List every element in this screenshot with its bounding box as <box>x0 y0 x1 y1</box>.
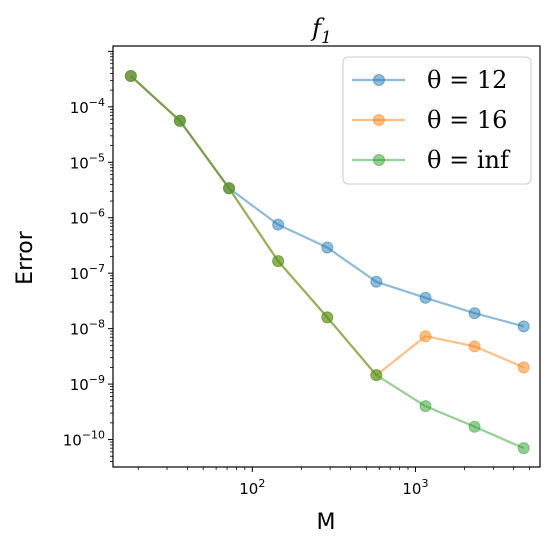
x-tick-label: 103 <box>402 477 428 498</box>
legend: θ = 12 θ = 16 θ = inf <box>342 56 532 185</box>
y-tick-label: 10−10 <box>63 429 105 450</box>
legend-label-3: θ = inf <box>427 146 511 174</box>
data-point <box>517 320 530 333</box>
data-point <box>124 69 137 82</box>
y-axis-label: Error <box>13 230 38 285</box>
chart-title: f1 <box>310 14 332 48</box>
data-point <box>419 330 432 343</box>
x-axis-label: M <box>317 510 336 535</box>
data-point <box>173 114 186 127</box>
data-point <box>321 241 334 254</box>
y-tick-label: 10−5 <box>70 151 105 172</box>
data-point <box>321 311 334 324</box>
data-point <box>223 182 236 195</box>
chart-title-subscript: 1 <box>321 28 332 48</box>
data-point <box>468 340 481 353</box>
y-tick-label: 10−8 <box>70 318 105 339</box>
data-point <box>517 361 530 374</box>
data-point <box>419 400 432 413</box>
data-point <box>517 442 530 455</box>
y-tick-label: 10−9 <box>70 373 105 394</box>
legend-label-1: θ = 12 <box>427 66 507 94</box>
y-tick-label: 10−6 <box>70 207 105 228</box>
data-point <box>370 369 383 382</box>
y-tick-label: 10−4 <box>70 96 105 117</box>
legend-marker-3 <box>373 154 385 166</box>
data-point <box>468 307 481 320</box>
data-point <box>272 218 285 231</box>
data-point <box>419 291 432 304</box>
data-point <box>370 275 383 288</box>
x-tick-label: 102 <box>239 477 265 498</box>
data-point <box>272 255 285 268</box>
legend-marker-1 <box>373 74 385 86</box>
legend-marker-2 <box>373 114 385 126</box>
legend-label-2: θ = 16 <box>427 106 507 134</box>
data-point <box>468 420 481 433</box>
legend-frame <box>342 56 532 185</box>
y-tick-label: 10−7 <box>70 262 105 283</box>
ticks-layer: 102 103 10−4 10−5 10−6 10−7 10−8 10−9 10−10 <box>63 50 530 498</box>
series-layer <box>124 69 530 455</box>
